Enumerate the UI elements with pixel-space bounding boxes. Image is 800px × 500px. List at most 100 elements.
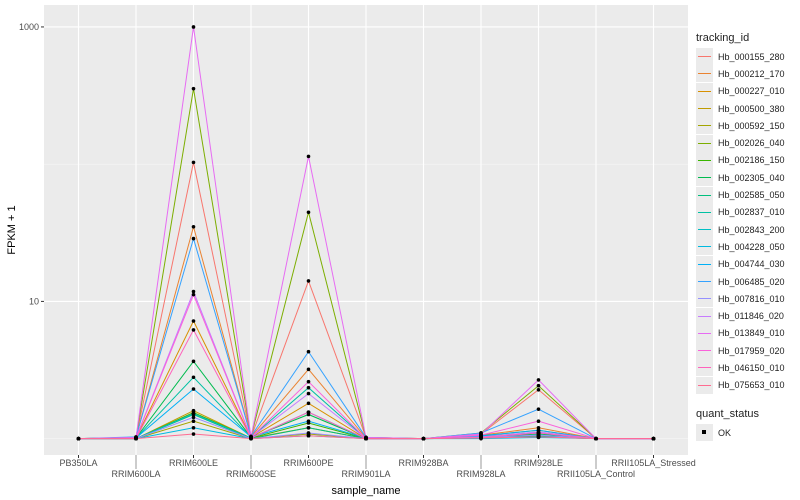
line-swatch <box>698 142 711 144</box>
data-point <box>249 436 253 441</box>
line-key-icon <box>696 134 713 152</box>
x-tick-label: RRIM600SE <box>226 469 276 479</box>
data-point <box>134 436 138 441</box>
legend-item: Hb_002843_200 <box>696 221 785 239</box>
line-swatch <box>698 159 711 161</box>
x-tick-label: RRIM600LA <box>111 469 160 479</box>
line-key-icon <box>696 273 713 290</box>
line-swatch <box>698 211 711 213</box>
legend-item: Hb_046150_010 <box>696 359 785 377</box>
legend-label: Hb_002186_150 <box>718 155 785 166</box>
line-swatch <box>698 281 711 282</box>
legend-label: Hb_000155_280 <box>718 51 785 62</box>
data-point <box>191 289 196 294</box>
line-key-icon <box>696 151 713 169</box>
data-point <box>306 431 311 435</box>
line-swatch <box>698 90 711 92</box>
legend-label: Hb_004228_050 <box>718 241 785 252</box>
legend-label: Hb_013849_010 <box>718 328 785 339</box>
data-point <box>421 436 426 441</box>
y-tick-label: 10 <box>29 296 39 306</box>
legend-label: Hb_075653_010 <box>718 380 785 391</box>
data-point <box>306 425 311 430</box>
data-point <box>191 25 196 29</box>
legend-label: Hb_000592_150 <box>718 120 785 131</box>
legend-item: Hb_002186_150 <box>696 151 785 169</box>
line-key-icon <box>696 117 713 135</box>
data-point <box>536 387 541 392</box>
legend-label: Hb_002305_040 <box>718 172 785 183</box>
data-point <box>306 279 311 283</box>
x-tick-label: RRIM928LA <box>456 469 505 479</box>
legend-item: Hb_007816_010 <box>696 290 785 308</box>
data-point <box>191 432 196 436</box>
line-swatch <box>698 315 711 317</box>
line-key-icon <box>696 307 713 325</box>
line-swatch <box>698 177 711 179</box>
x-tick-label: RRII105LA_Control <box>557 469 635 479</box>
data-point <box>306 410 311 414</box>
y-axis-title: FPKM + 1 <box>6 205 18 254</box>
legend-item: Hb_004744_030 <box>696 255 785 273</box>
data-point <box>306 154 311 159</box>
data-point <box>536 431 541 435</box>
data-point <box>306 433 311 438</box>
line-key-icon <box>696 82 713 100</box>
legend-items: Hb_000155_280 Hb_000212_170 Hb_000227_010 H… <box>696 48 785 394</box>
data-point <box>306 419 311 424</box>
x-tick-label: RRIM600PE <box>283 458 333 468</box>
data-point <box>306 385 311 390</box>
line-swatch <box>698 125 711 127</box>
legend-item: Hb_075653_010 <box>696 376 785 394</box>
legend-label: Hb_002843_200 <box>718 224 785 235</box>
data-point <box>364 436 368 441</box>
data-point <box>191 425 196 430</box>
data-point <box>306 210 311 215</box>
data-point <box>306 349 311 354</box>
line-key-icon <box>696 238 713 256</box>
data-point <box>191 319 196 323</box>
data-point <box>594 436 598 441</box>
shape-legend-title: quant_status <box>696 407 759 420</box>
data-point <box>191 236 196 241</box>
data-point <box>191 160 196 165</box>
legend-label: Hb_000212_170 <box>718 68 785 79</box>
data-point <box>306 379 311 384</box>
legend-label: OK <box>718 427 732 438</box>
data-point <box>651 436 656 441</box>
line-swatch <box>698 332 711 334</box>
x-tick-label: RRIM901LA <box>341 469 390 479</box>
data-point <box>536 383 541 388</box>
line-key-icon <box>696 342 713 360</box>
legend-item: Hb_002585_050 <box>696 186 785 204</box>
data-point <box>306 391 311 396</box>
line-key-icon <box>696 221 713 239</box>
data-point <box>191 224 196 229</box>
line-key-icon <box>696 290 713 308</box>
legend-item: Hb_000155_280 <box>696 48 785 66</box>
legend-label: Hb_046150_010 <box>718 362 785 373</box>
data-point <box>536 419 541 424</box>
line-swatch <box>698 73 711 75</box>
data-point <box>191 86 196 91</box>
legend-item: Hb_000227_010 <box>696 82 785 100</box>
line-swatch <box>698 108 711 110</box>
x-tick-label: PB350LA <box>59 458 97 468</box>
legend-label: Hb_002837_010 <box>718 207 785 218</box>
data-point <box>191 292 196 297</box>
y-tick-label: 1000 <box>19 22 39 32</box>
data-point <box>536 425 541 430</box>
line-swatch <box>698 194 711 196</box>
legend-title: tracking_id <box>696 32 750 44</box>
line-key-icon <box>696 100 713 118</box>
legend-label: Hb_002585_050 <box>718 190 785 201</box>
legend-item: Hb_002837_010 <box>696 203 785 221</box>
point-icon <box>702 430 706 435</box>
line-swatch <box>698 298 711 300</box>
line-key-icon <box>696 169 713 187</box>
line-key-icon <box>696 359 713 377</box>
data-point <box>191 411 196 416</box>
legend-item: Hb_002305_040 <box>696 169 785 187</box>
data-point <box>191 419 196 424</box>
